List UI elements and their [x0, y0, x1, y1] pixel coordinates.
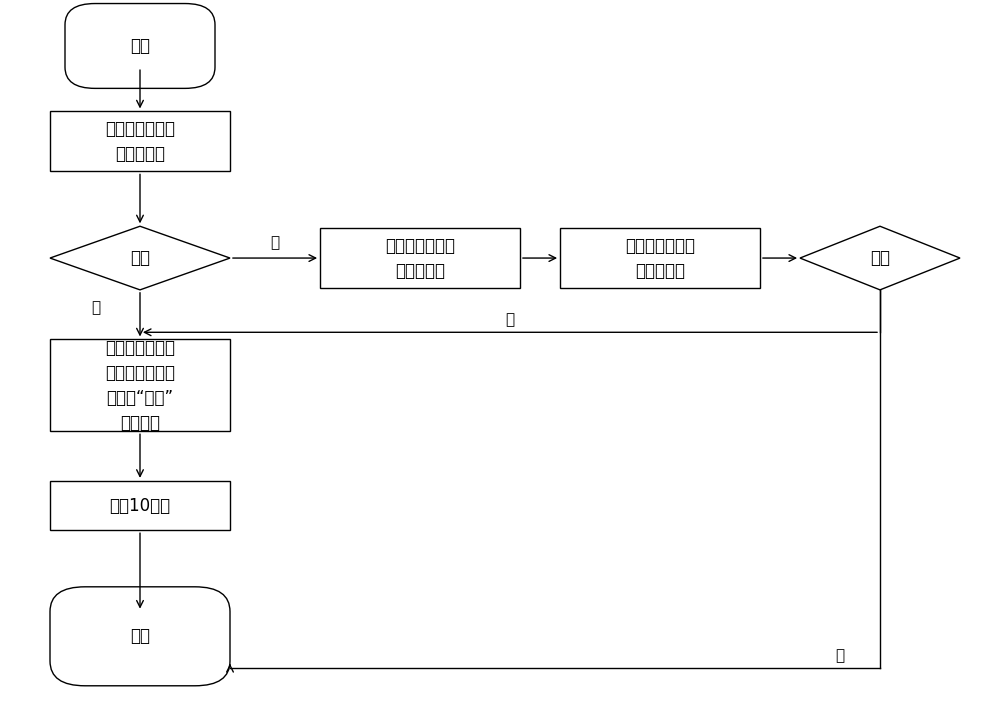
Bar: [50, 339, 230, 431]
FancyBboxPatch shape: [50, 587, 230, 686]
Text: 是: 是: [505, 312, 515, 327]
Text: 是: 是: [91, 300, 100, 315]
Polygon shape: [50, 226, 230, 290]
Text: 等待10秒钟: 等待10秒钟: [109, 496, 171, 515]
Text: 查看拨号连接窗
口是否打开: 查看拨号连接窗 口是否打开: [625, 237, 695, 279]
Bar: [50, 111, 230, 171]
Text: 启动进程打开拨
号连接窗口: 启动进程打开拨 号连接窗口: [385, 237, 455, 279]
Bar: [50, 481, 230, 530]
Bar: [320, 228, 520, 288]
Text: 打开: 打开: [130, 249, 150, 267]
Polygon shape: [800, 226, 960, 290]
Text: 向拨号连接窗口
发送消息，用程
序控制“连接”
按钮按下: 向拨号连接窗口 发送消息，用程 序控制“连接” 按钮按下: [105, 339, 175, 432]
Text: 打开: 打开: [870, 249, 890, 267]
Text: 否: 否: [270, 235, 280, 250]
FancyBboxPatch shape: [65, 4, 215, 88]
Bar: [560, 228, 760, 288]
Text: 否: 否: [835, 648, 845, 663]
Text: 查看拨号连接窗
口是否打开: 查看拨号连接窗 口是否打开: [105, 120, 175, 163]
Text: 开始: 开始: [130, 37, 150, 55]
Text: 结束: 结束: [130, 627, 150, 645]
